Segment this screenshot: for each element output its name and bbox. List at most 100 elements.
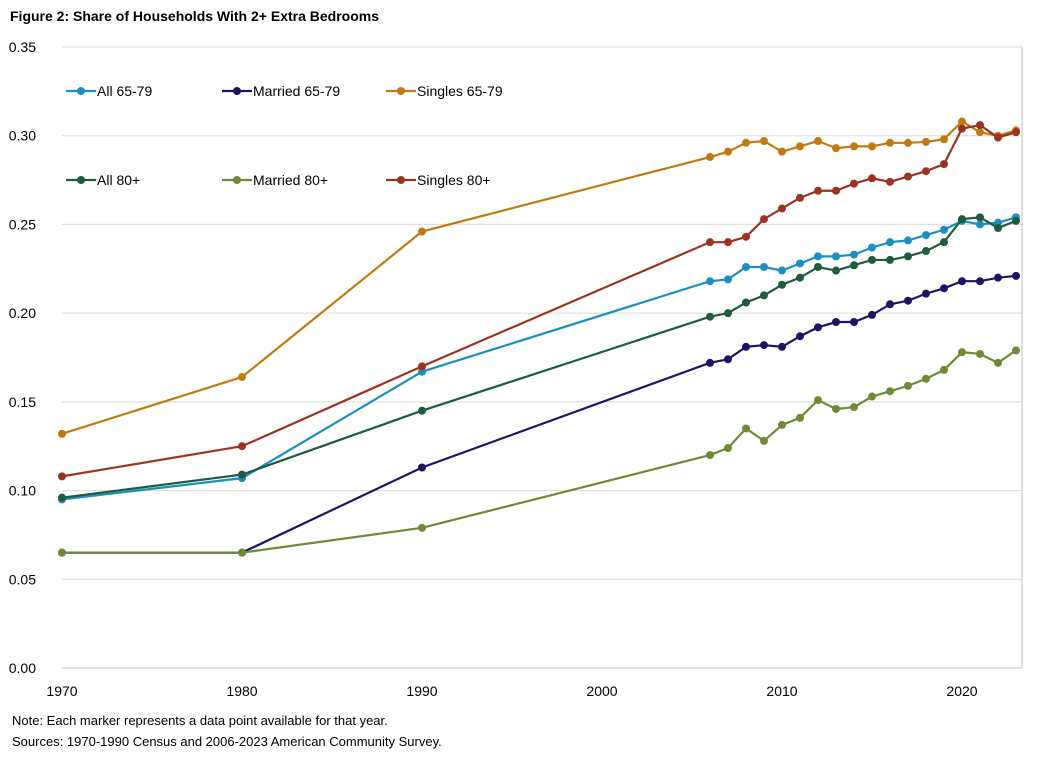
data-point — [904, 252, 912, 261]
data-point — [958, 215, 966, 224]
data-point — [814, 396, 822, 405]
data-point — [796, 332, 804, 341]
data-point — [976, 128, 984, 137]
data-point — [238, 470, 246, 479]
y-tick-label: 0.35 — [9, 39, 36, 55]
data-point — [868, 174, 876, 183]
data-point — [724, 355, 732, 364]
data-point — [760, 137, 768, 146]
data-point — [1012, 216, 1020, 225]
data-point — [760, 436, 768, 445]
data-point — [778, 280, 786, 289]
data-point — [814, 323, 822, 332]
data-point — [814, 137, 822, 146]
legend-marker — [77, 176, 85, 184]
data-point — [1012, 346, 1020, 355]
legend-marker — [397, 176, 405, 184]
data-point — [994, 133, 1002, 142]
data-point — [778, 147, 786, 156]
y-tick-label: 0.10 — [9, 483, 36, 499]
legend-label: Married 65-79 — [253, 83, 340, 99]
data-point — [742, 298, 750, 307]
data-point — [760, 215, 768, 224]
data-point — [904, 381, 912, 390]
legend-label: Singles 80+ — [417, 172, 491, 188]
data-point — [724, 147, 732, 156]
data-point — [994, 273, 1002, 282]
data-point — [58, 472, 66, 481]
data-point — [922, 374, 930, 383]
data-point — [922, 137, 930, 146]
data-point — [994, 223, 1002, 232]
data-point — [850, 403, 858, 412]
data-point — [958, 348, 966, 357]
chart-sources: Sources: 1970-1990 Census and 2006-2023 … — [12, 734, 442, 749]
data-point — [868, 392, 876, 401]
legend-marker — [233, 176, 241, 184]
data-point — [778, 342, 786, 351]
data-point — [724, 238, 732, 247]
data-point — [742, 424, 750, 433]
data-point — [868, 310, 876, 319]
data-point — [418, 523, 426, 532]
data-point — [760, 341, 768, 350]
data-point — [832, 266, 840, 275]
data-point — [778, 420, 786, 429]
data-point — [904, 138, 912, 147]
legend-marker — [233, 87, 241, 95]
data-point — [832, 144, 840, 153]
data-point — [922, 167, 930, 176]
data-point — [850, 318, 858, 327]
data-point — [796, 142, 804, 151]
data-point — [706, 312, 714, 321]
data-point — [922, 289, 930, 298]
data-point — [742, 342, 750, 351]
data-point — [958, 124, 966, 133]
legend-label: Singles 65-79 — [417, 83, 503, 99]
data-point — [58, 429, 66, 438]
data-point — [886, 387, 894, 396]
data-point — [58, 548, 66, 557]
data-point — [724, 309, 732, 318]
legend-label: All 65-79 — [97, 83, 152, 99]
data-point — [958, 117, 966, 126]
chart-title: Figure 2: Share of Households With 2+ Ex… — [10, 8, 379, 24]
data-point — [742, 232, 750, 241]
data-point — [886, 138, 894, 147]
data-point — [706, 451, 714, 460]
data-point — [850, 261, 858, 270]
data-point — [904, 296, 912, 305]
data-point — [814, 252, 822, 261]
data-point — [796, 413, 804, 422]
y-tick-label: 0.30 — [9, 128, 36, 144]
data-point — [832, 252, 840, 261]
legend-marker — [397, 87, 405, 95]
data-point — [814, 186, 822, 195]
data-point — [760, 263, 768, 272]
legend-label: All 80+ — [97, 172, 140, 188]
data-point — [940, 284, 948, 293]
y-tick-label: 0.20 — [9, 305, 36, 321]
data-point — [868, 243, 876, 252]
data-point — [976, 121, 984, 130]
data-point — [238, 442, 246, 451]
data-point — [886, 255, 894, 264]
data-point — [238, 373, 246, 382]
legend-marker — [77, 87, 85, 95]
data-point — [940, 160, 948, 169]
data-point — [940, 225, 948, 234]
y-tick-label: 0.00 — [9, 660, 36, 676]
data-point — [832, 186, 840, 195]
data-point — [940, 365, 948, 374]
data-point — [418, 463, 426, 472]
y-tick-label: 0.05 — [9, 571, 36, 587]
data-point — [868, 255, 876, 264]
data-point — [832, 404, 840, 413]
data-point — [976, 277, 984, 286]
data-point — [58, 493, 66, 502]
data-point — [418, 406, 426, 415]
data-point — [742, 138, 750, 147]
data-point — [922, 231, 930, 240]
data-point — [832, 318, 840, 327]
data-point — [706, 153, 714, 162]
